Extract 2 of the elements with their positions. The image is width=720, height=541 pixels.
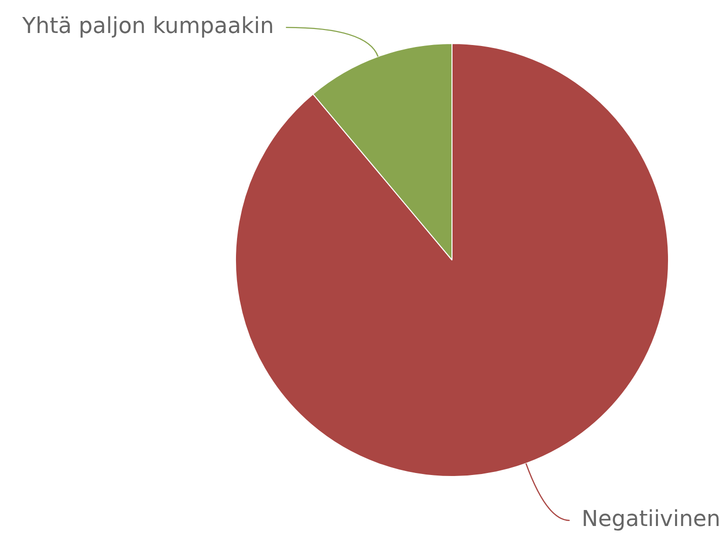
slice-label: Negatiivinen (582, 507, 720, 532)
slice-label: Yhtä paljon kumpaakin (21, 14, 274, 40)
